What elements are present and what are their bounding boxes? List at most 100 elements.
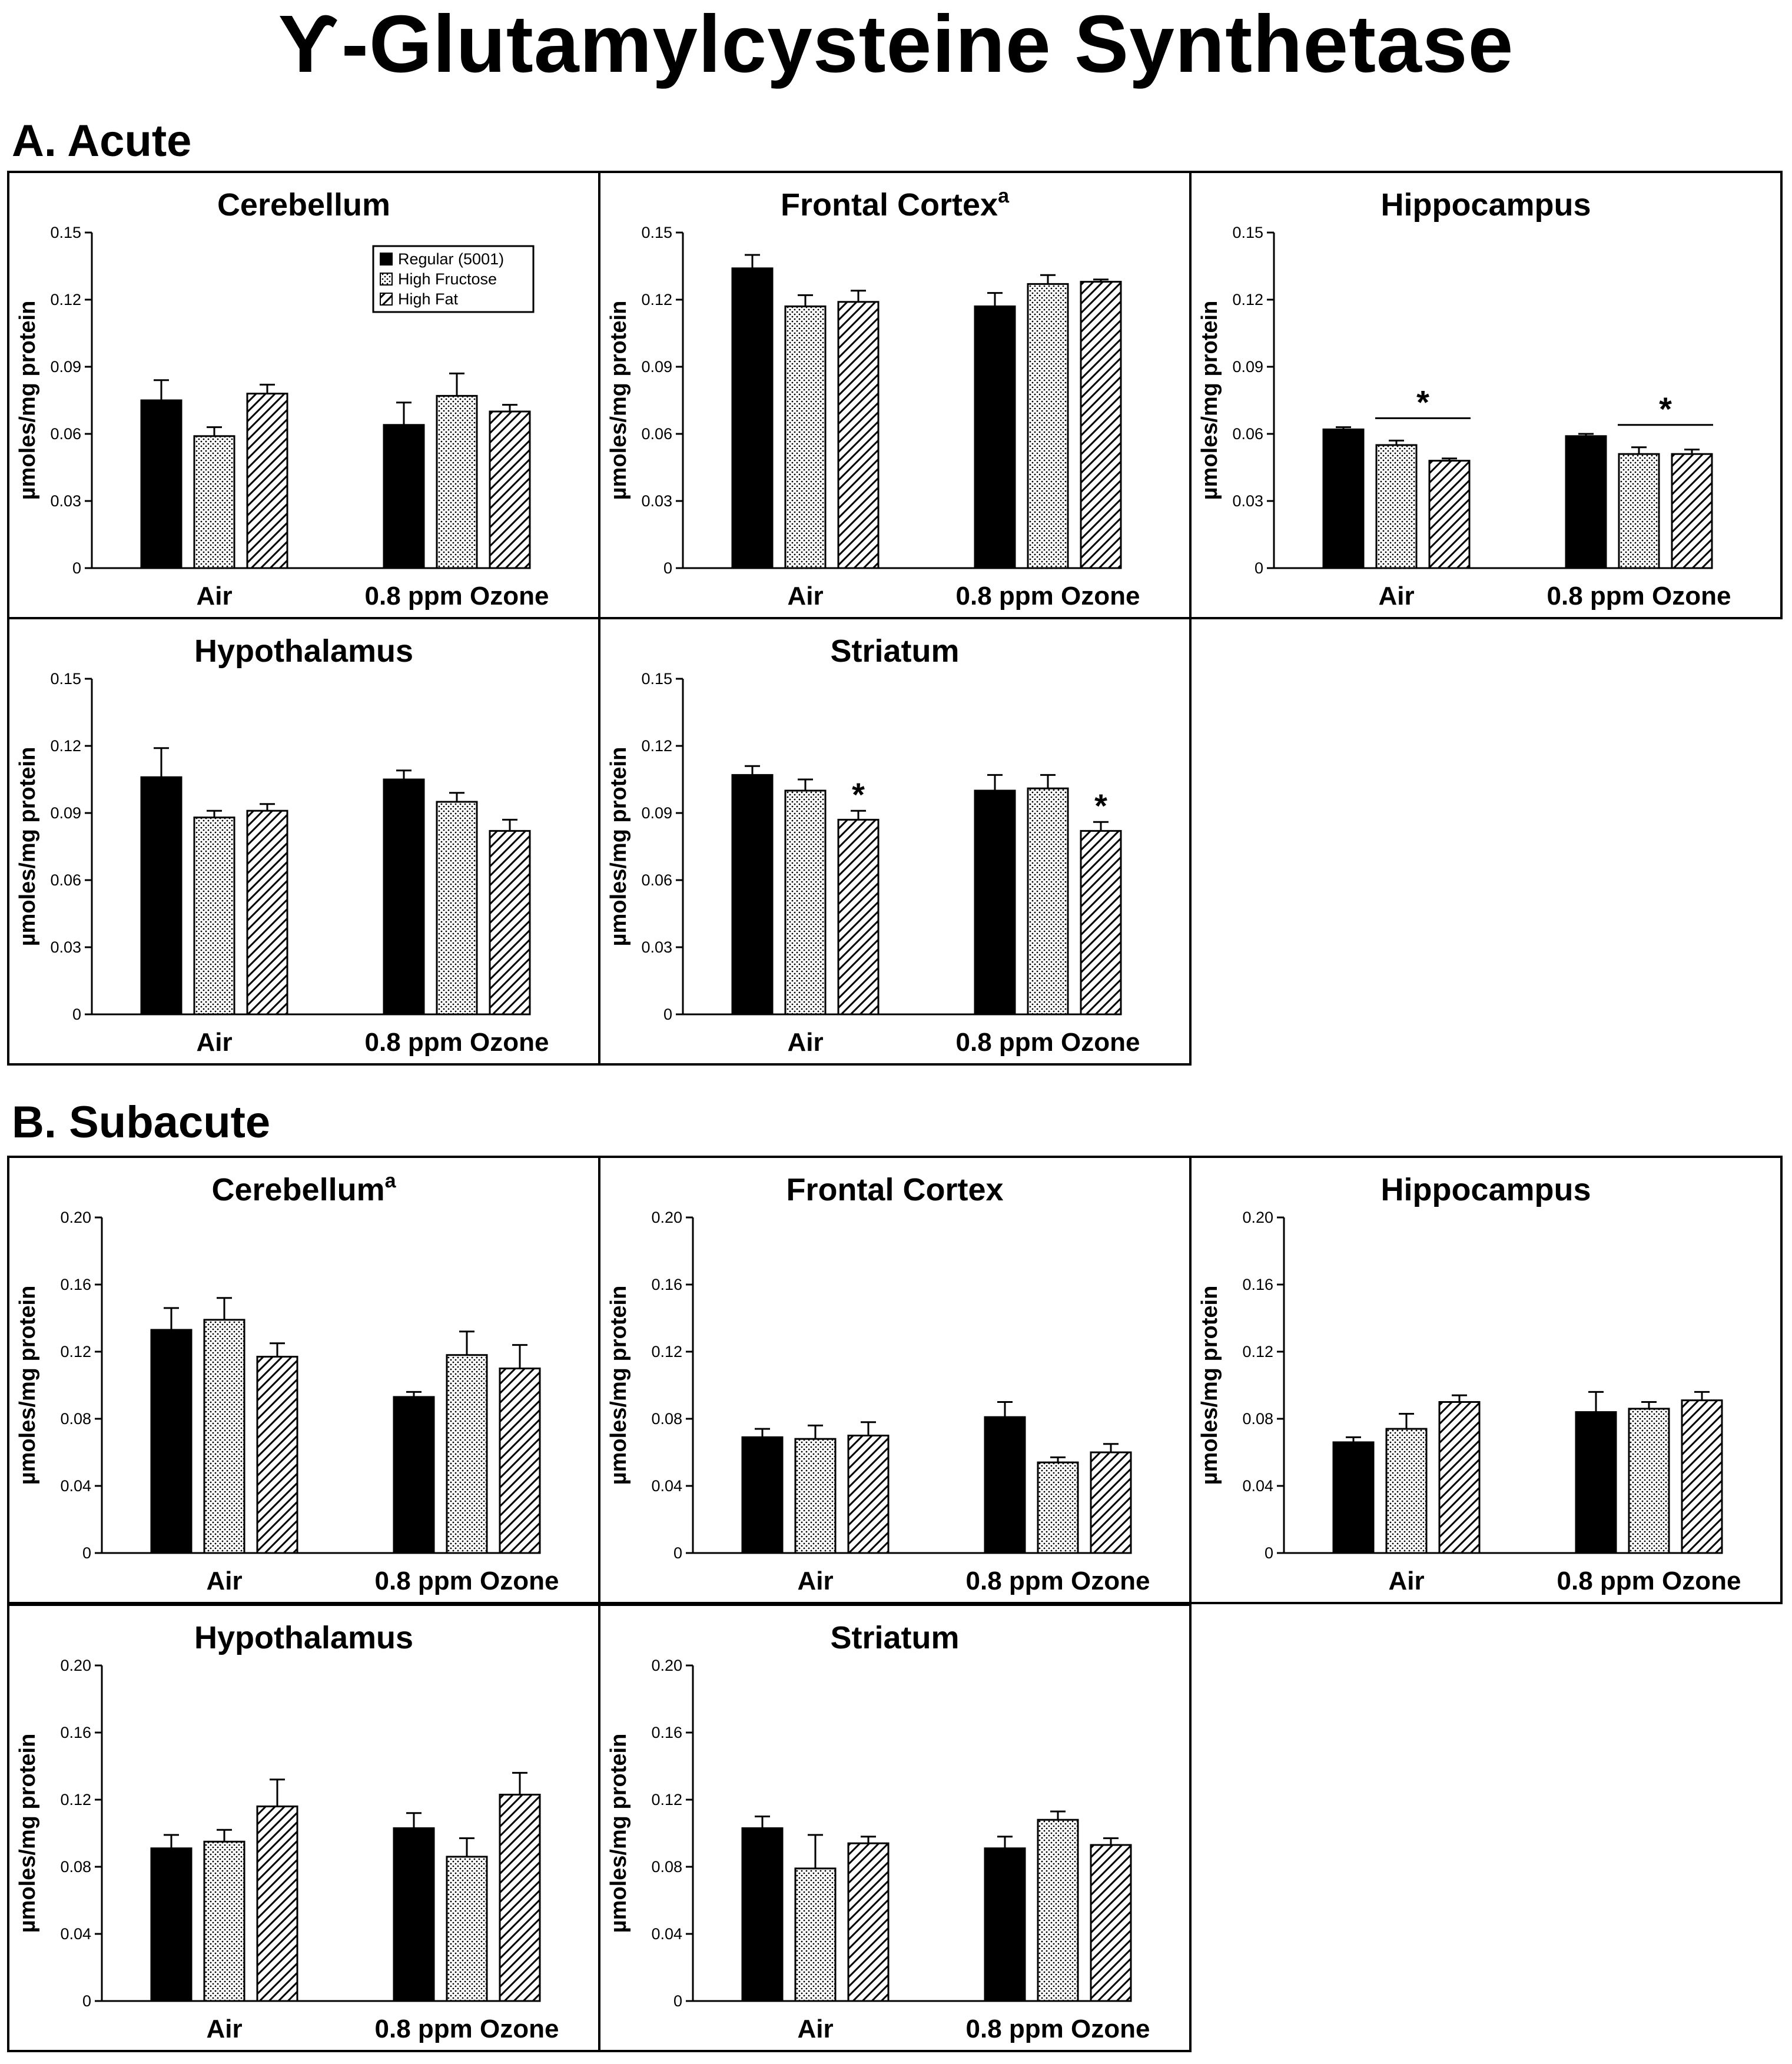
y-tick-label: 0.16 xyxy=(651,1724,682,1741)
bar xyxy=(1671,453,1713,569)
y-axis-label: µmoles/mg protein xyxy=(15,301,40,500)
y-tick-label: 0.06 xyxy=(50,871,81,889)
legend-box xyxy=(372,245,535,313)
y-tick-label: 0.08 xyxy=(1242,1410,1273,1428)
y-tick-label: 0.03 xyxy=(641,938,672,956)
x-category-label: Air xyxy=(787,582,823,610)
legend-label: High Fat xyxy=(398,290,459,308)
panel-title-text: Cerebellum xyxy=(217,187,390,223)
chart-panel: Hypothalamus µmoles/mg protein 0 0.04 0.08 0.… xyxy=(7,1604,600,2052)
y-tick-label: 0.15 xyxy=(50,224,81,241)
chart-panel: Cerebelluma µmoles/mg protein 0 0.04 0.08 0.1… xyxy=(7,1156,600,1604)
panel-border xyxy=(1189,171,1783,619)
y-tick-label: 0.08 xyxy=(651,1410,682,1428)
bar xyxy=(150,1329,193,1554)
panel-title: Frontal Cortex xyxy=(786,1172,1003,1207)
section-title-subacute: B. Subacute xyxy=(12,1097,271,1147)
y-tick-label: 0.08 xyxy=(60,1410,91,1428)
bar xyxy=(1565,435,1607,569)
y-axis-label: µmoles/mg protein xyxy=(606,1734,631,1933)
y-tick-label: 0.08 xyxy=(651,1858,682,1876)
bar xyxy=(837,301,880,569)
panel-title: Striatum xyxy=(830,1620,959,1655)
bar xyxy=(140,399,182,569)
x-category-label: Air xyxy=(196,1028,232,1057)
bar xyxy=(203,1840,245,2002)
legend-swatch xyxy=(380,253,393,266)
y-tick-label: 0.12 xyxy=(641,737,672,755)
panel-title-superscript: a xyxy=(998,185,1010,207)
y-tick-label: 0.20 xyxy=(1242,1209,1273,1226)
x-category-label: Air xyxy=(787,1028,823,1057)
bar xyxy=(1618,453,1660,569)
y-axis-label: µmoles/mg protein xyxy=(606,1286,631,1485)
y-tick-label: 0.20 xyxy=(651,1209,682,1226)
y-tick-label: 0.16 xyxy=(60,1724,91,1741)
y-axis-label: µmoles/mg protein xyxy=(15,747,40,947)
y-axis-label: µmoles/mg protein xyxy=(1197,301,1222,500)
bar xyxy=(1375,444,1418,569)
x-category-label: 0.8 ppm Ozone xyxy=(1557,1567,1741,1595)
panel-title: Cerebellum xyxy=(217,187,390,223)
bar xyxy=(140,776,182,1016)
chart-panel: Frontal Cortexa µmoles/mg protein 0 0.03 0.0… xyxy=(598,171,1192,619)
y-tick-label: 0.09 xyxy=(641,358,672,376)
significance-star: * xyxy=(1094,787,1107,824)
bar xyxy=(1037,1461,1079,1554)
bar xyxy=(847,1842,890,2002)
y-tick-label: 0.06 xyxy=(1232,425,1263,443)
bar xyxy=(984,1416,1026,1554)
x-category-label: Air xyxy=(797,2015,833,2043)
chart-panel: Striatum µmoles/mg protein 0 0.03 0.06 0.09 0.… xyxy=(598,617,1192,1066)
y-tick-label: 0.09 xyxy=(50,358,81,376)
bar xyxy=(1090,1451,1132,1554)
y-tick-label: 0.06 xyxy=(50,425,81,443)
bar xyxy=(731,774,774,1016)
y-axis-label: µmoles/mg protein xyxy=(1197,1286,1222,1485)
legend-swatch xyxy=(380,293,393,306)
y-tick-label: 0 xyxy=(72,559,81,577)
y-tick-label: 0.12 xyxy=(1242,1343,1273,1360)
panel-title: Frontal Cortexa xyxy=(781,185,1010,223)
panel-title: Striatum xyxy=(830,633,959,669)
panel-title: Hypothalamus xyxy=(194,1620,413,1655)
x-category-label: 0.8 ppm Ozone xyxy=(966,2015,1150,2043)
panel-title-superscript: a xyxy=(385,1170,397,1192)
chart-panel: Hippocampus µmoles/mg protein 0 0.04 0.08 0.1… xyxy=(1189,1156,1783,1604)
bar xyxy=(203,1319,245,1554)
panel-title: Hypothalamus xyxy=(194,633,413,669)
bar xyxy=(256,1805,298,2002)
bar xyxy=(1080,281,1122,569)
panel-border xyxy=(598,1604,1192,2052)
y-tick-label: 0.12 xyxy=(50,291,81,308)
y-tick-label: 0.03 xyxy=(1232,492,1263,510)
y-tick-label: 0.12 xyxy=(641,291,672,308)
bar xyxy=(489,829,531,1016)
y-tick-label: 0.15 xyxy=(50,670,81,688)
significance-star: * xyxy=(852,776,865,813)
bar xyxy=(150,1847,193,2002)
y-tick-label: 0 xyxy=(663,559,672,577)
x-category-label: 0.8 ppm Ozone xyxy=(966,1567,1150,1595)
y-tick-label: 0.12 xyxy=(60,1791,91,1809)
panel-border xyxy=(1189,1156,1783,1604)
panel-title-text: Frontal Cortex xyxy=(781,187,998,223)
bar xyxy=(784,789,827,1016)
bar xyxy=(383,424,425,569)
bar xyxy=(499,1368,541,1554)
y-tick-label: 0 xyxy=(1255,559,1263,577)
panel-title-text: Hippocampus xyxy=(1380,187,1591,223)
bar xyxy=(499,1793,541,2002)
significance-star: * xyxy=(1659,390,1672,427)
panel-title-text: Hippocampus xyxy=(1380,1172,1591,1207)
figure-title: Ƴ-Glutamylcysteine Synthetase xyxy=(278,0,1514,89)
bar xyxy=(393,1396,435,1554)
bar xyxy=(393,1827,435,2002)
x-category-label: 0.8 ppm Ozone xyxy=(956,1028,1140,1057)
x-category-label: Air xyxy=(206,2015,242,2043)
legend-label: High Fructose xyxy=(398,270,497,288)
y-tick-label: 0.06 xyxy=(641,871,672,889)
legend-swatch xyxy=(380,273,393,286)
panel-title-text: Frontal Cortex xyxy=(786,1172,1003,1207)
